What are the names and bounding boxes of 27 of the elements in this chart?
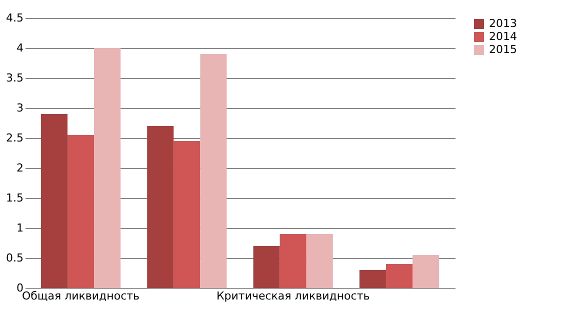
y-tick-label: 1 (16, 222, 24, 234)
bar (253, 246, 280, 288)
y-tick-label: 4.5 (6, 12, 24, 24)
bar (67, 135, 94, 288)
y-tick-label: 3.5 (6, 72, 24, 84)
bar (359, 270, 386, 288)
y-tick-label: 2 (16, 162, 24, 174)
bar (200, 54, 227, 288)
y-tick-label: 4 (16, 42, 24, 54)
y-tick-label: 2.5 (6, 132, 24, 144)
y-tick-label: 1.5 (6, 192, 24, 204)
y-tick-label: 3 (16, 102, 24, 114)
bar (40, 114, 68, 288)
x-tick-label: Критическая ликвидность (216, 290, 370, 302)
y-tick-label: 0 (16, 282, 24, 294)
y-tick-label: 0.5 (6, 252, 24, 264)
x-tick-label: Общая ликвидность (22, 290, 140, 302)
bar (280, 234, 306, 288)
bar (412, 255, 440, 288)
legend-label: 2013 (489, 17, 517, 30)
bar (147, 126, 174, 288)
bar (306, 234, 333, 288)
legend-label: 2015 (489, 43, 517, 56)
legend-label: 2014 (489, 30, 517, 43)
bar (386, 264, 413, 288)
bar (174, 141, 200, 288)
bar (94, 48, 121, 288)
